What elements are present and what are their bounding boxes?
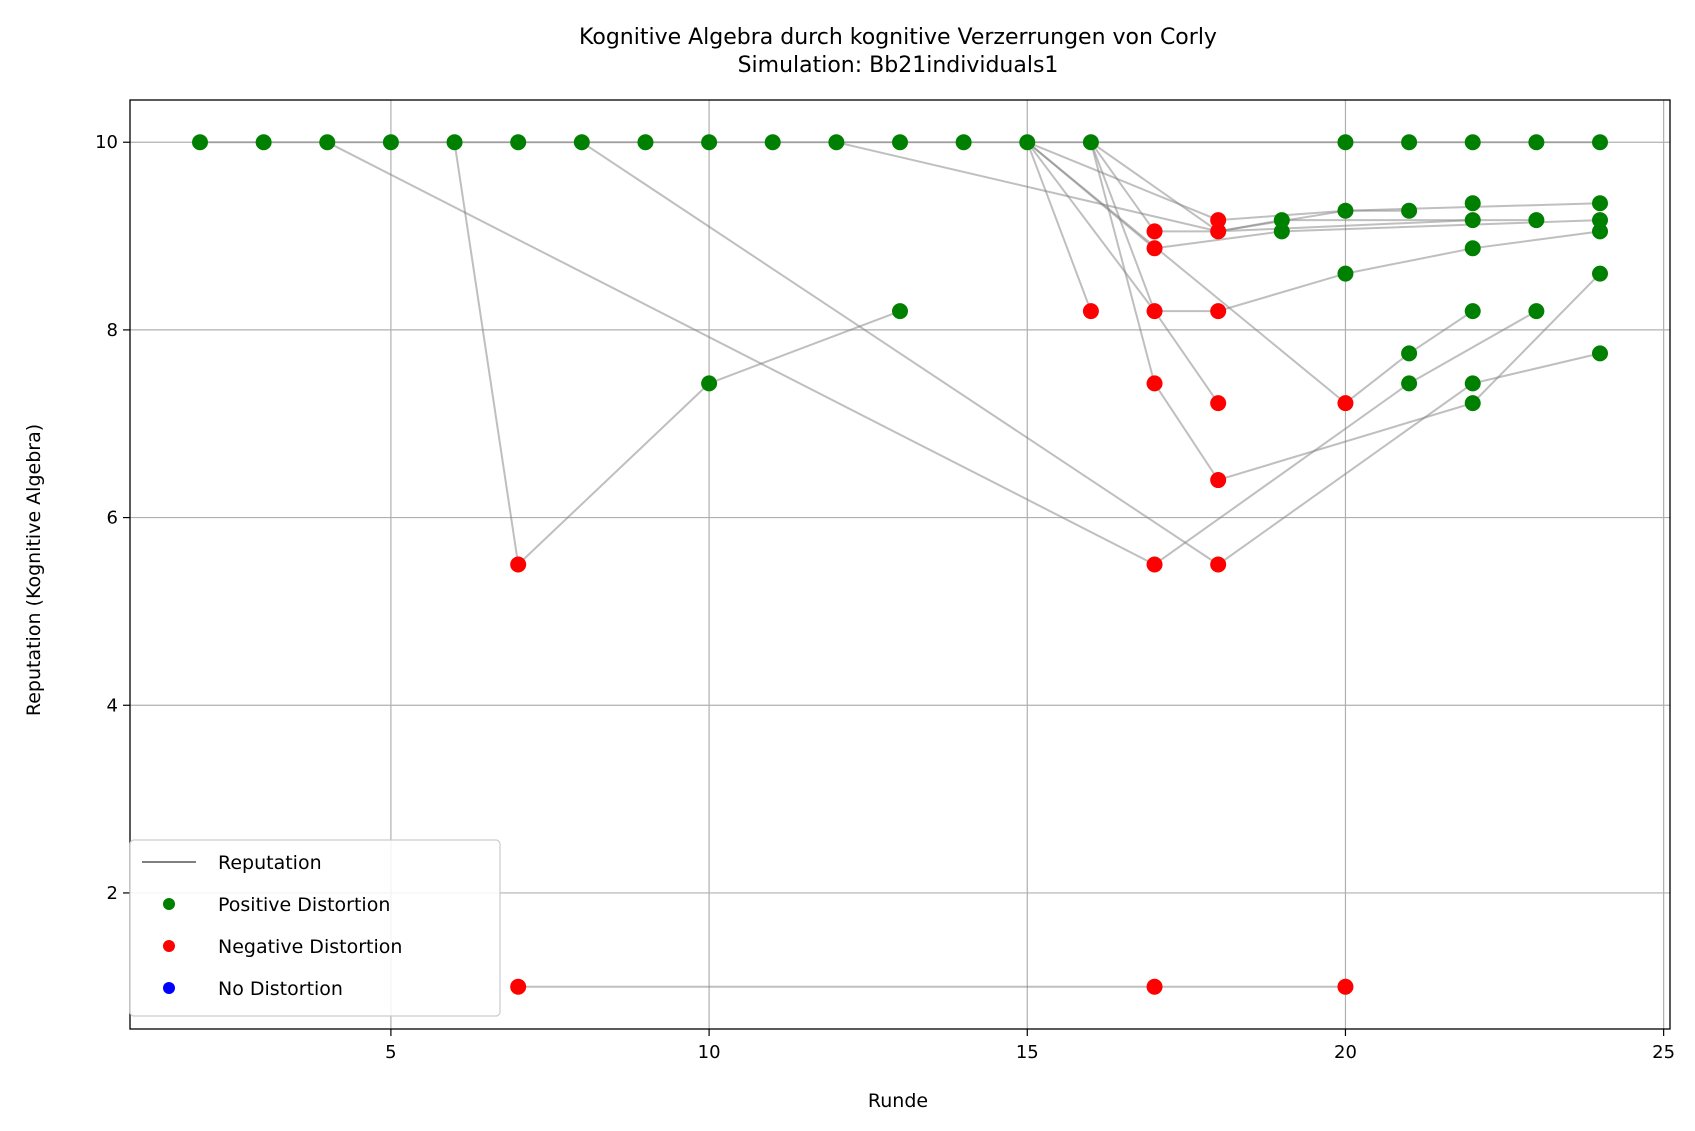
legend-label: Positive Distortion xyxy=(218,894,390,916)
y-tick-label: 6 xyxy=(107,508,118,529)
positive-distortion-point xyxy=(955,134,972,151)
negative-distortion-point xyxy=(1210,223,1227,240)
positive-distortion-point xyxy=(1273,212,1290,229)
positive-distortion-point xyxy=(1464,303,1481,320)
positive-distortion-point xyxy=(1337,202,1354,219)
legend-label: Negative Distortion xyxy=(218,936,402,958)
positive-distortion-point xyxy=(1337,265,1354,282)
y-tick-label: 2 xyxy=(107,883,118,904)
positive-distortion-point xyxy=(764,134,781,151)
legend-label: Reputation xyxy=(218,852,322,874)
positive-distortion-point xyxy=(1464,195,1481,212)
positive-distortion-point xyxy=(510,134,527,151)
negative-distortion-point xyxy=(1146,978,1163,995)
positive-distortion-point xyxy=(1464,395,1481,412)
x-tick-label: 10 xyxy=(698,1042,721,1063)
y-tick-label: 4 xyxy=(107,695,118,716)
negative-distortion-point xyxy=(1337,395,1354,412)
negative-distortion-point xyxy=(510,978,527,995)
reputation-line xyxy=(326,141,1537,566)
x-tick-label: 15 xyxy=(1016,1042,1039,1063)
negative-distortion-point xyxy=(1337,978,1354,995)
chart-title: Kognitive Algebra durch kognitive Verzer… xyxy=(579,25,1217,50)
legend-dot-swatch xyxy=(163,982,175,994)
x-axis-label: Runde xyxy=(868,1090,928,1112)
reputation-line xyxy=(1090,141,1473,233)
legend-dot-swatch xyxy=(163,898,175,910)
positive-distortion-point xyxy=(1401,202,1418,219)
positive-distortion-point xyxy=(1464,212,1481,229)
positive-distortion-point xyxy=(1082,134,1099,151)
y-axis-label: Reputation (Kognitive Algebra) xyxy=(23,424,45,716)
positive-distortion-point xyxy=(701,134,718,151)
x-tick-label: 25 xyxy=(1652,1042,1675,1063)
y-tick-label: 8 xyxy=(107,320,118,341)
negative-distortion-point xyxy=(1210,395,1227,412)
positive-distortion-point xyxy=(1337,134,1354,151)
positive-distortion-point xyxy=(1592,265,1608,282)
data-points xyxy=(192,134,1608,995)
positive-distortion-point xyxy=(1528,134,1545,151)
legend-box xyxy=(129,839,501,1017)
positive-distortion-point xyxy=(828,134,845,151)
reputation-line xyxy=(1026,141,1092,312)
negative-distortion-point xyxy=(1146,223,1163,240)
reputation-line xyxy=(453,142,901,567)
positive-distortion-point xyxy=(382,134,399,151)
legend: Reputation Positive Distortion Negative Di… xyxy=(129,839,501,1017)
legend-label: No Distortion xyxy=(218,978,343,1000)
x-tick-label: 5 xyxy=(385,1042,396,1063)
negative-distortion-point xyxy=(1082,303,1099,320)
negative-distortion-point xyxy=(1210,303,1227,320)
negative-distortion-point xyxy=(1210,472,1227,489)
positive-distortion-point xyxy=(1464,134,1481,151)
positive-distortion-point xyxy=(1592,345,1608,362)
positive-distortion-point xyxy=(1464,375,1481,392)
positive-distortion-point xyxy=(192,134,208,151)
negative-distortion-point xyxy=(1146,240,1163,257)
positive-distortion-point xyxy=(1528,303,1545,320)
positive-distortion-point xyxy=(701,375,718,392)
plot-frame xyxy=(129,99,1671,1030)
y-tick-label: 10 xyxy=(95,132,118,153)
positive-distortion-point xyxy=(637,134,654,151)
legend-dot-swatch xyxy=(163,940,175,952)
positive-distortion-point xyxy=(1592,223,1608,240)
positive-distortion-point xyxy=(1592,134,1608,151)
axis-ticks: 5 10 15 20 25 2 4 6 8 10 xyxy=(95,132,1675,1063)
negative-distortion-point xyxy=(1210,556,1227,573)
positive-distortion-point xyxy=(573,134,590,151)
negative-distortion-point xyxy=(1146,375,1163,392)
positive-distortion-point xyxy=(1592,212,1608,229)
positive-distortion-point xyxy=(892,134,908,151)
positive-distortion-point xyxy=(1401,134,1418,151)
negative-distortion-point xyxy=(1210,212,1227,229)
positive-distortion-point xyxy=(1528,212,1545,229)
positive-distortion-point xyxy=(1273,223,1290,240)
positive-distortion-point xyxy=(1464,240,1481,257)
negative-distortion-point xyxy=(1146,556,1163,573)
negative-distortion-point xyxy=(510,556,527,573)
reputation-line xyxy=(1026,141,1474,405)
reputation-line xyxy=(1090,141,1537,233)
chart-subtitle: Simulation: Bb21individuals1 xyxy=(738,53,1059,78)
positive-distortion-point xyxy=(319,134,336,151)
negative-distortion-point xyxy=(1146,303,1163,320)
reputation-line xyxy=(581,141,1601,566)
positive-distortion-point xyxy=(1019,134,1036,151)
positive-distortion-point xyxy=(255,134,272,151)
reputation-line xyxy=(1089,141,1601,313)
positive-distortion-point xyxy=(1592,195,1608,212)
positive-distortion-point xyxy=(446,134,463,151)
positive-distortion-point xyxy=(1401,345,1418,362)
positive-distortion-point xyxy=(1401,375,1418,392)
x-tick-label: 20 xyxy=(1334,1042,1357,1063)
positive-distortion-point xyxy=(892,303,908,320)
